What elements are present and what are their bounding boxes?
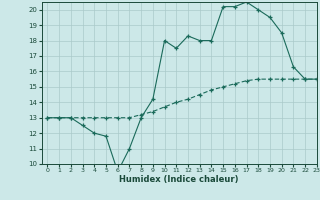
- X-axis label: Humidex (Indice chaleur): Humidex (Indice chaleur): [119, 175, 239, 184]
